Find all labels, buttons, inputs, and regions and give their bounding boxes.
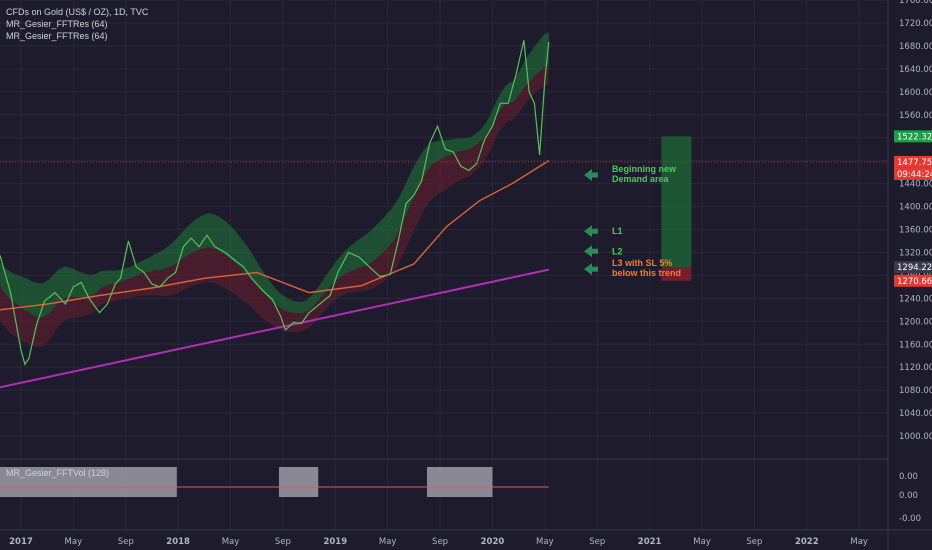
price-tick-17: 1680.00: [899, 42, 932, 52]
countdown-badge: [894, 167, 932, 180]
time-tick-10: May: [536, 537, 554, 547]
time-tick-3: 2018: [166, 537, 190, 547]
indicator-bands: [0, 32, 549, 347]
note-l1-line-0: L1: [612, 226, 623, 236]
note-l3-arrow: [584, 263, 598, 276]
volume-tick-1: 0.00: [899, 491, 918, 501]
time-tick-4: May: [222, 537, 240, 547]
volume-tick-2: -0.00: [899, 514, 921, 524]
countdown-label: 09:44:24: [897, 170, 932, 180]
time-tick-16: May: [850, 537, 868, 547]
time-tick-8: Sep: [432, 537, 448, 547]
note-l3-line-0: L3 with SL 5%: [612, 258, 672, 268]
price-badge-label-3: 1270.66: [897, 277, 932, 287]
time-axis[interactable]: 2017 May Sep 2018 May Sep 2019 May Sep 2020 May Sep…: [0, 529, 932, 547]
price-tick-0: 1000.00: [899, 432, 932, 442]
time-tick-9: 2020: [481, 537, 505, 547]
volume-legend[interactable]: MR_Gesier_FFTVol (128): [6, 467, 109, 479]
price-badge-0: [894, 130, 932, 143]
chart-title: CFDs on Gold (US$ / OZ), 1D, TVC: [6, 7, 149, 17]
indicator-label-2[interactable]: MR_Gesier_FFTRes (64): [6, 31, 108, 41]
note-l2-line-0: L2: [612, 246, 623, 256]
price-tick-19: 1760.00: [899, 0, 932, 6]
cloud-upper: [0, 32, 549, 318]
time-tick-1: May: [65, 537, 83, 547]
price-tick-6: 1240.00: [899, 294, 932, 304]
price-line: [0, 40, 550, 366]
time-tick-12: 2021: [638, 537, 662, 547]
price-axis[interactable]: 1000.00 1040.00 1080.00 1120.00 1160.00 1200.…: [887, 0, 932, 550]
note-demand-arrow: [584, 168, 598, 181]
price-badge-2: [894, 261, 932, 274]
trendline: [0, 268, 549, 389]
time-tick-15: 2022: [795, 537, 819, 547]
time-tick-7: May: [379, 537, 397, 547]
volume-indicator-label: MR_Gesier_FFTVol (128): [6, 468, 110, 478]
indicator-label-1[interactable]: MR_Gesier_FFTRes (64): [6, 19, 108, 29]
price-tick-16: 1640.00: [899, 65, 932, 75]
time-tick-14: Sep: [746, 537, 762, 547]
price-tick-15: 1600.00: [899, 88, 932, 98]
time-tick-2: Sep: [118, 537, 134, 547]
time-tick-5: Sep: [275, 537, 291, 547]
price-tick-9: 1360.00: [899, 226, 932, 236]
cloud-lower: [0, 65, 549, 347]
price-tick-18: 1720.00: [899, 19, 932, 29]
legend[interactable]: CFDs on Gold (US$ / OZ), 1D, TVC MR_Gesi…: [6, 6, 148, 42]
price-tick-14: 1560.00: [899, 111, 932, 121]
position-boxes: [661, 136, 692, 281]
note-l2-arrow: [584, 245, 598, 258]
price-tick-10: 1400.00: [899, 203, 932, 213]
series-lines: [0, 40, 888, 389]
time-tick-11: Sep: [589, 537, 605, 547]
moving-average-line: [0, 160, 550, 311]
stop-box: [661, 267, 692, 281]
price-badge-label-1: 1477.75: [897, 158, 932, 168]
target-box: [661, 136, 692, 268]
time-tick-0: 2017: [9, 537, 33, 547]
price-badge-label-2: 1294.22: [897, 263, 932, 273]
price-tick-11: 1440.00: [899, 180, 932, 190]
note-l3-line-1: below this trend: [612, 268, 681, 278]
price-tick-8: 1320.00: [899, 248, 932, 258]
volume-block-1: [278, 467, 319, 497]
price-tick-3: 1120.00: [899, 363, 932, 373]
volume-pane: [0, 458, 888, 497]
volume-block-0: [0, 467, 177, 497]
note-l1-arrow: [584, 225, 598, 238]
price-badge-label-0: 1522.32: [897, 132, 932, 142]
time-tick-6: 2019: [323, 537, 347, 547]
price-tick-1: 1040.00: [899, 409, 932, 419]
price-tick-2: 1080.00: [899, 386, 932, 396]
note-demand-line-1: Demand area: [612, 174, 670, 184]
price-badge-1: [894, 155, 932, 168]
volume-block-2: [426, 467, 493, 497]
volume-tick-0: 0.00: [899, 472, 918, 482]
price-badge-3: [894, 274, 932, 287]
price-tick-4: 1160.00: [899, 340, 932, 350]
price-tick-5: 1200.00: [899, 317, 932, 327]
note-demand-line-0: Beginning new: [612, 164, 677, 174]
price-badges: 1522.32 1477.75 1294.22 1270.66 09:44:24: [894, 130, 932, 287]
time-tick-13: May: [693, 537, 711, 547]
